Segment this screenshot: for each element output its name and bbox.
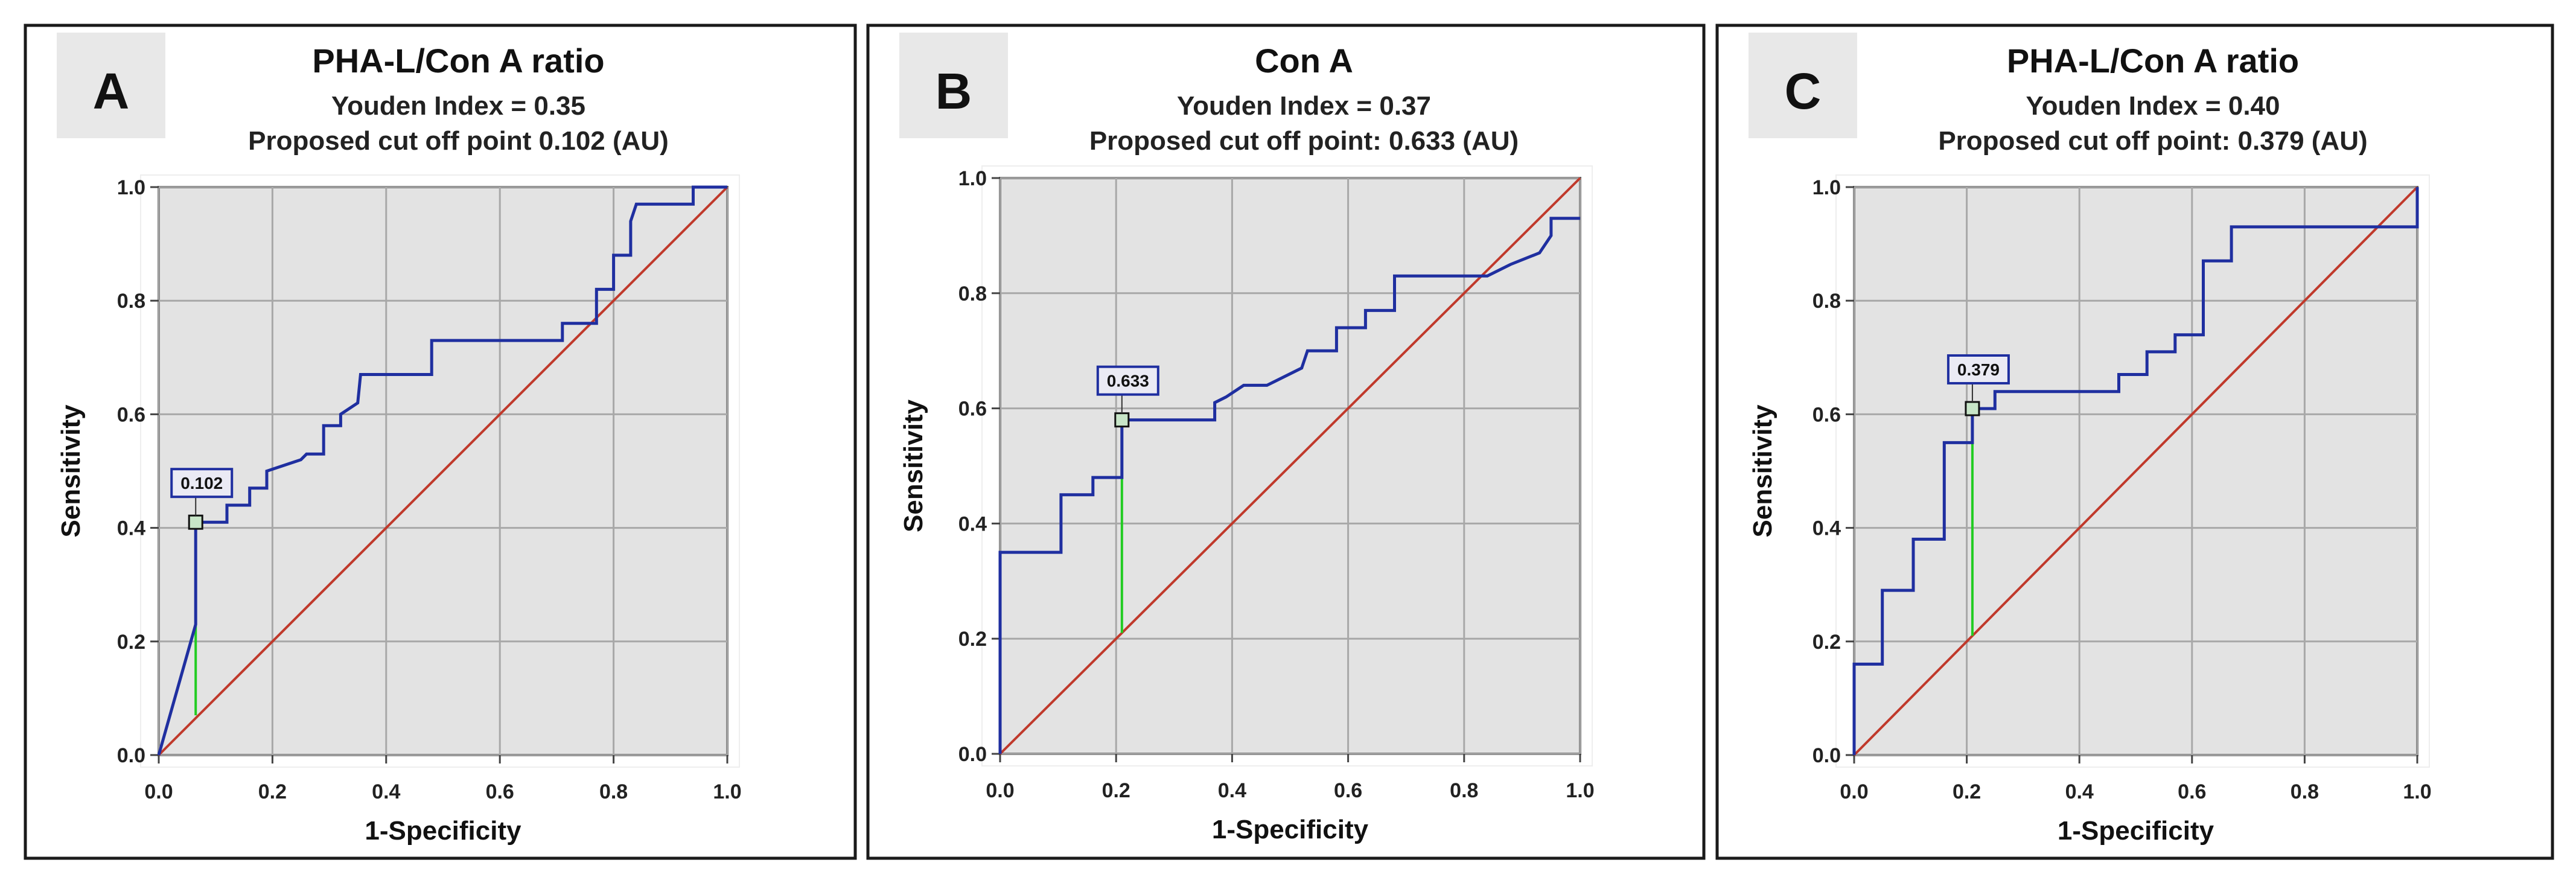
chart-subtitle-line: Proposed cut off point: 0.379 (AU) (1938, 126, 2367, 156)
x-axis-label: 1-Specificity (365, 816, 521, 846)
y-tick-label: 0.0 (1812, 744, 1841, 767)
y-tick-label: 0.6 (117, 403, 145, 426)
y-axis-label: Sensitivity (1748, 404, 1777, 538)
x-tick-label: 0.2 (1102, 779, 1130, 802)
y-tick-label: 0.4 (117, 517, 145, 540)
y-tick-label: 0.0 (958, 743, 987, 766)
x-tick-label: 1.0 (1566, 779, 1594, 802)
y-tick-label: 0.0 (117, 744, 145, 767)
cutoff-label-box (1096, 365, 1159, 396)
chart-subtitle-line: Youden Index = 0.35 (331, 91, 585, 121)
diagonal-reference-line (999, 177, 1581, 755)
y-axis-label: Sensitivity (56, 404, 86, 538)
cutoff-label: 0.379 (1957, 360, 2000, 379)
roc-curve (1852, 187, 2419, 755)
cutoff-marker (1965, 401, 1980, 416)
y-tick-label: 0.6 (958, 398, 987, 421)
x-tick-label: 0.6 (2178, 780, 2206, 803)
panel-b: B Con A Youden Index = 0.37 Proposed cut of… (866, 24, 1706, 860)
panel-c: C PHA-L/Con A ratio Youden Index = 0.40 Pro… (1715, 24, 2554, 860)
chart-subtitle-line: Youden Index = 0.37 (1177, 91, 1431, 121)
y-tick-label: 1.0 (958, 167, 987, 190)
y-tick-label: 0.6 (1812, 403, 1841, 426)
panel-letter-badge (1749, 33, 1857, 138)
y-tick-label: 0.4 (1812, 517, 1841, 540)
x-tick-label: 0.0 (144, 780, 173, 803)
x-tick-label: 0.6 (1334, 779, 1362, 802)
y-tick-label: 0.8 (117, 290, 145, 313)
diagonal-reference-line (1853, 186, 2418, 756)
x-tick-label: 0.2 (1953, 780, 1981, 803)
roc-curve (998, 217, 1580, 754)
x-tick-label: 0.4 (372, 780, 400, 803)
y-axis-label: Sensitivity (899, 399, 928, 532)
panel-letter-badge (57, 33, 165, 138)
y-tick-label: 0.4 (958, 512, 987, 535)
x-tick-label: 0.8 (2291, 780, 2319, 803)
chart-title: PHA-L/Con A ratio (312, 42, 604, 80)
x-axis-label: 1-Specificity (2058, 816, 2214, 846)
y-tick-label: 0.2 (117, 631, 145, 654)
cutoff-marker (188, 514, 203, 530)
cutoff-label-box (170, 468, 234, 499)
panel-letter: B (936, 63, 972, 120)
x-tick-label: 0.0 (986, 779, 1014, 802)
chart-title: Con A (1255, 42, 1353, 80)
chart-subtitle-line: Proposed cut off point 0.102 (AU) (248, 126, 669, 156)
x-tick-label: 0.4 (2065, 780, 2094, 803)
x-tick-label: 0.2 (258, 780, 287, 803)
cutoff-label-box (1946, 354, 2010, 384)
cutoff-label: 0.102 (180, 474, 223, 493)
chart-subtitle-line: Proposed cut off point: 0.633 (AU) (1089, 126, 1519, 156)
x-tick-label: 0.6 (486, 780, 514, 803)
chart-title: PHA-L/Con A ratio (2007, 42, 2299, 80)
panel-letter: C (1785, 63, 1822, 120)
x-tick-label: 0.8 (1450, 779, 1478, 802)
y-tick-label: 1.0 (117, 176, 145, 199)
x-tick-label: 0.4 (1218, 779, 1246, 802)
y-tick-label: 0.8 (1812, 290, 1841, 313)
y-tick-label: 0.8 (958, 282, 987, 305)
roc-curve (157, 185, 727, 756)
x-tick-label: 0.0 (1840, 780, 1868, 803)
x-tick-label: 1.0 (2403, 780, 2431, 803)
cutoff-marker (1114, 412, 1130, 428)
panel-letter: A (93, 63, 130, 120)
panel-a: A PHA-L/Con A ratio Youden Index = 0.35 Pro… (24, 24, 857, 860)
cutoff-label: 0.633 (1107, 372, 1149, 390)
y-tick-label: 1.0 (1812, 176, 1841, 199)
chart-subtitle-line: Youden Index = 0.40 (2026, 91, 2280, 121)
panel-letter-badge (899, 33, 1008, 138)
x-tick-label: 1.0 (713, 780, 741, 803)
diagonal-reference-line (158, 186, 728, 756)
y-tick-label: 0.2 (1812, 631, 1841, 654)
x-axis-label: 1-Specificity (1212, 815, 1369, 844)
y-tick-label: 0.2 (958, 628, 987, 651)
x-tick-label: 0.8 (599, 780, 628, 803)
